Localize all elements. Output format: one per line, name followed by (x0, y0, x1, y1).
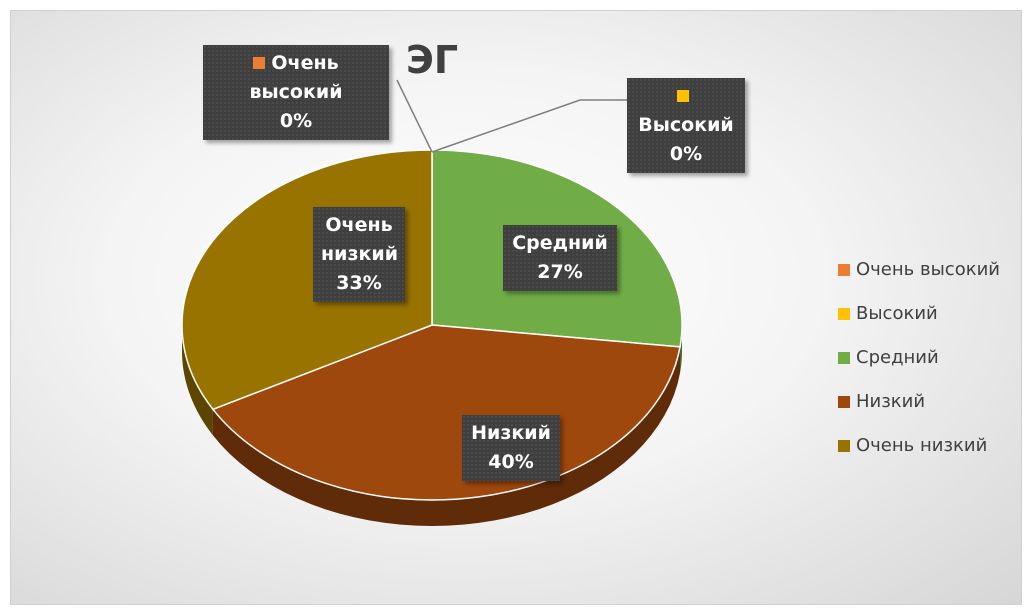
label-value-row: 0% (635, 140, 737, 169)
data-label: Высокий 0% (627, 78, 745, 173)
label-value: 0% (669, 143, 703, 165)
legend-item: Очень высокий (838, 259, 1000, 280)
label-value-row: 40% (470, 448, 552, 477)
label-value: 40% (488, 451, 534, 473)
chart-title: ЭГ (405, 38, 459, 82)
label-swatch (253, 57, 266, 69)
legend-label: Очень низкий (856, 435, 988, 456)
legend-swatch (838, 439, 850, 452)
legend-swatch (838, 263, 850, 276)
legend-label: Средний (856, 347, 939, 368)
slice (211, 324, 681, 501)
legend-item: Средний (838, 347, 939, 368)
label-swatch (677, 90, 689, 102)
label-name-row: Очень низкий (321, 211, 399, 269)
label-value: 0% (279, 110, 313, 132)
label-name: Низкий (471, 422, 551, 444)
label-value: 27% (537, 261, 583, 283)
label-name-row: Низкий (470, 419, 552, 448)
label-value-row: 0% (211, 107, 381, 136)
label-value-row: 27% (511, 258, 609, 287)
legend-swatch (838, 395, 850, 408)
label-value-row: 33% (321, 269, 397, 298)
legend-label: Низкий (856, 391, 926, 412)
data-label: Очень высокий 0% (203, 45, 389, 140)
data-label: Средний 27% (503, 225, 617, 291)
data-label: Низкий 40% (462, 415, 560, 481)
slice-side (212, 346, 681, 526)
legend-item: Высокий (838, 303, 938, 324)
label-name: Очень высокий (249, 52, 343, 103)
legend-swatch (838, 351, 850, 364)
legend-item: Очень низкий (838, 435, 987, 456)
legend-label: Высокий (856, 303, 938, 324)
label-name-row: Средний (511, 229, 609, 258)
legend-swatch (838, 307, 850, 320)
label-value: 33% (336, 272, 382, 294)
label-name: Высокий (638, 114, 734, 136)
legend-label: Очень высокий (856, 259, 1000, 280)
label-name: Очень низкий (321, 214, 399, 265)
label-name: Средний (512, 232, 608, 254)
data-label: Очень низкий 33% (313, 207, 405, 302)
legend-item: Низкий (838, 391, 925, 412)
leader-line (431, 99, 627, 153)
leader-line (396, 79, 433, 153)
slice-side (182, 325, 213, 436)
label-name-row: Высокий (635, 82, 737, 140)
label-name-row: Очень высокий (211, 49, 381, 107)
